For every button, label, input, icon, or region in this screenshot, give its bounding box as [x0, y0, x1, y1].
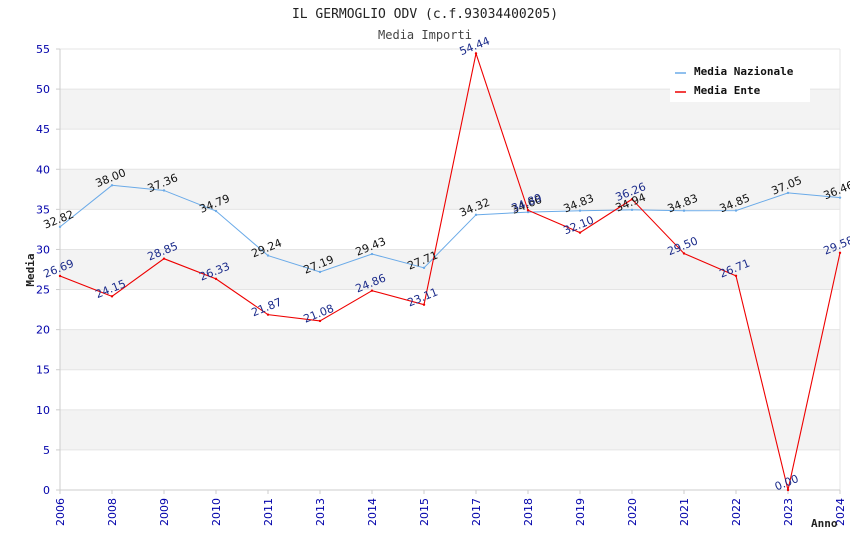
data-point-nazionale [318, 270, 322, 274]
legend-box [670, 60, 810, 102]
x-tick-label: 2015 [418, 498, 431, 526]
y-tick-label: 50 [36, 83, 50, 96]
y-tick-label: 30 [36, 243, 50, 256]
grid-band [60, 369, 840, 410]
data-point-nazionale [786, 191, 790, 195]
x-tick-label: 2011 [262, 498, 275, 526]
y-tick-label: 40 [36, 163, 50, 176]
grid-band [60, 249, 840, 290]
y-axis-label: Media [24, 253, 37, 286]
data-point-ente [162, 257, 166, 260]
data-point-nazionale [266, 254, 270, 257]
legend-label-nazionale: Media Nazionale [694, 65, 794, 78]
x-tick-label: 2023 [782, 498, 795, 526]
data-point-nazionale [682, 209, 686, 212]
x-tick-label: 2022 [730, 498, 743, 526]
data-point-ente [838, 251, 842, 255]
data-point-ente [370, 289, 374, 292]
y-tick-label: 35 [36, 203, 50, 216]
x-tick-label: 2020 [626, 498, 639, 526]
data-point-nazionale [422, 266, 426, 270]
y-tick-label: 20 [36, 324, 50, 337]
x-axis-label: Anno [811, 517, 838, 530]
y-tick-label: 45 [36, 123, 50, 136]
data-point-nazionale [526, 210, 530, 214]
data-point-ente [110, 295, 114, 298]
data-point-ente [786, 488, 790, 492]
x-tick-label: 2014 [366, 498, 379, 526]
grid-bands [60, 49, 840, 490]
data-point-ente [214, 277, 218, 281]
x-tick-label: 2008 [106, 498, 119, 526]
y-tick-label: 15 [36, 364, 50, 377]
legend: Media Nazionale Media Ente [670, 60, 810, 102]
x-tick-label: 2009 [158, 498, 171, 526]
y-tick-labels: 0 5 10 15 20 25 30 35 40 45 50 55 [36, 43, 60, 497]
data-point-nazionale [734, 209, 738, 212]
data-point-nazionale [214, 209, 218, 213]
data-point-ente [578, 231, 582, 234]
data-point-nazionale [630, 208, 634, 212]
y-tick-label: 0 [43, 484, 50, 497]
grid-band [60, 169, 840, 210]
data-point-ente [318, 319, 322, 323]
data-point-ente [266, 313, 270, 316]
x-tick-label: 2018 [522, 498, 535, 526]
x-tick-label: 2013 [314, 498, 327, 526]
data-point-nazionale [58, 225, 62, 229]
data-point-ente [630, 198, 634, 201]
grid-band [60, 449, 840, 490]
data-point-ente [58, 274, 62, 278]
chart-title: IL GERMOGLIO ODV (c.f.93034400205) [292, 7, 558, 22]
y-tick-label: 5 [43, 444, 50, 457]
data-point-nazionale [370, 252, 374, 256]
x-tick-label: 2024 [834, 498, 847, 526]
legend-label-ente: Media Ente [694, 84, 761, 97]
y-tick-label: 10 [36, 404, 50, 417]
data-point-ente [682, 252, 686, 255]
grid-band [60, 409, 840, 450]
grid-band [60, 209, 840, 250]
series-lines [58, 51, 842, 492]
grid-band [60, 129, 840, 170]
x-tick-label: 2010 [210, 498, 223, 526]
data-point-ente [734, 274, 738, 278]
x-tick-label: 2021 [678, 498, 691, 526]
data-point-nazionale [578, 209, 582, 212]
data-point-nazionale [838, 196, 842, 199]
y-tick-label: 25 [36, 284, 50, 297]
y-tick-label: 55 [36, 43, 50, 56]
data-point-nazionale [162, 189, 166, 192]
x-tick-labels: 2006 2008 2009 2010 2011 2013 2014 2015 2017 2018… [54, 490, 847, 526]
series-line-ente [59, 51, 841, 491]
x-tick-label: 2017 [470, 498, 483, 526]
data-point-nazionale [110, 184, 114, 187]
data-point-ente [474, 52, 478, 55]
data-point-nazionale [474, 213, 478, 217]
x-tick-label: 2019 [574, 498, 587, 526]
data-point-ente [422, 303, 426, 306]
grid-band [60, 329, 840, 370]
grid-band [60, 289, 840, 330]
x-tick-label: 2006 [54, 498, 67, 526]
series-line-nazionale [59, 184, 841, 273]
data-point-ente [526, 209, 530, 212]
chart-subtitle: Media Importi [378, 28, 472, 42]
